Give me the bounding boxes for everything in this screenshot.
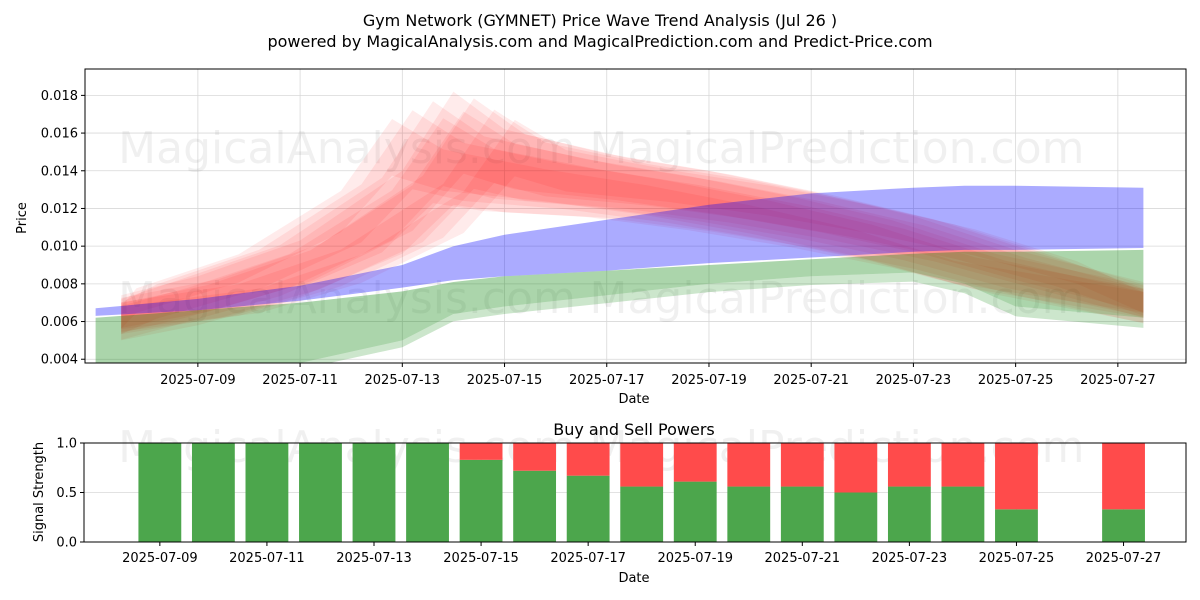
red-wave-band xyxy=(121,91,1144,341)
sell-bar xyxy=(780,443,824,487)
red-wave-band xyxy=(121,110,1144,335)
sell-bar xyxy=(459,443,503,460)
price-xtick-label: 2025-07-27 xyxy=(1080,373,1156,388)
buy-bar xyxy=(352,443,396,542)
green-band-shadow xyxy=(300,272,1144,363)
price-plot-area xyxy=(95,91,1144,363)
signal-xtick-label: 2025-07-21 xyxy=(765,551,841,566)
signal-x-ticks: 2025-07-09 2025-07-11 2025-07-13 2025-07-15… xyxy=(122,542,1161,566)
price-xtick-label: 2025-07-21 xyxy=(773,373,849,388)
sell-bar xyxy=(727,443,771,487)
red-wave-band xyxy=(121,111,1144,328)
signal-chart-title: Buy and Sell Powers xyxy=(553,420,715,439)
sell-bar xyxy=(673,443,717,482)
price-ytick-label: 0.016 xyxy=(41,127,78,142)
red-wave-band xyxy=(121,101,1144,340)
chart-subtitle: powered by MagicalAnalysis.com and Magic… xyxy=(267,32,932,51)
watermark-analysis: MagicalAnalysis.com xyxy=(118,123,576,174)
buy-bar xyxy=(1102,509,1145,542)
buy-bar xyxy=(834,492,878,542)
signal-x-label: Date xyxy=(618,571,649,586)
signal-xtick-label: 2025-07-17 xyxy=(550,551,626,566)
watermark-prediction: MagicalPrediction.com xyxy=(590,123,1085,174)
red-wave-band xyxy=(121,119,1144,329)
buy-bar xyxy=(995,509,1038,542)
red-wave-band xyxy=(121,98,1144,335)
green-band xyxy=(95,249,1144,363)
price-xtick-label: 2025-07-13 xyxy=(365,373,441,388)
buy-bar xyxy=(566,475,610,542)
watermark-analysis-3: MagicalAnalysis.com xyxy=(118,422,576,473)
blue-band xyxy=(95,185,1144,316)
price-ytick-label: 0.018 xyxy=(41,89,78,104)
signal-xtick-label: 2025-07-13 xyxy=(336,551,412,566)
buy-bar xyxy=(406,443,449,542)
sell-bar xyxy=(513,443,557,471)
price-y-label: Price xyxy=(15,202,30,234)
price-xtick-label: 2025-07-19 xyxy=(671,373,747,388)
price-x-ticks: 2025-07-09 2025-07-11 2025-07-13 2025-07-15… xyxy=(160,363,1156,388)
buy-bar xyxy=(138,443,182,542)
price-grid xyxy=(85,69,1186,363)
signal-xtick-label: 2025-07-23 xyxy=(872,551,948,566)
sell-bar xyxy=(620,443,664,487)
signal-y-ticks: 0.0 0.5 1.0 xyxy=(56,437,84,551)
signal-y-label: Signal Strength xyxy=(32,442,47,542)
red-wave-band xyxy=(121,119,1144,330)
buy-bar xyxy=(941,486,985,542)
price-xtick-label: 2025-07-09 xyxy=(160,373,236,388)
buy-bar xyxy=(299,443,342,542)
price-x-label: Date xyxy=(618,392,649,407)
price-ytick-label: 0.008 xyxy=(41,277,78,292)
signal-xtick-label: 2025-07-09 xyxy=(122,551,198,566)
signal-chart: Buy and Sell Powers MagicalAnalysis.com … xyxy=(32,420,1187,586)
buy-bar xyxy=(459,459,503,542)
signal-xtick-label: 2025-07-27 xyxy=(1086,551,1162,566)
sell-bar xyxy=(995,443,1038,510)
price-xtick-label: 2025-07-17 xyxy=(569,373,645,388)
price-xtick-label: 2025-07-25 xyxy=(978,373,1054,388)
price-y-ticks: 0.004 0.006 0.008 0.010 0.012 0.014 0.016 0.018 xyxy=(41,89,85,368)
sell-bar xyxy=(941,443,985,487)
signal-xtick-label: 2025-07-15 xyxy=(443,551,519,566)
chart-title: Gym Network (GYMNET) Price Wave Trend An… xyxy=(363,11,837,30)
price-chart: MagicalAnalysis.com MagicalPrediction.co… xyxy=(15,68,1187,407)
price-ytick-label: 0.010 xyxy=(41,240,78,255)
price-xtick-label: 2025-07-11 xyxy=(262,373,338,388)
buy-bar xyxy=(513,470,557,542)
price-watermarks: MagicalAnalysis.com MagicalPrediction.co… xyxy=(118,123,1084,324)
price-xtick-label: 2025-07-15 xyxy=(467,373,543,388)
buy-bar xyxy=(191,443,235,542)
signal-plot-area xyxy=(138,443,1145,542)
sell-bar xyxy=(834,443,878,493)
buy-bar xyxy=(245,443,289,542)
signal-xtick-label: 2025-07-11 xyxy=(229,551,305,566)
price-ytick-label: 0.014 xyxy=(41,164,78,179)
price-xtick-label: 2025-07-23 xyxy=(876,373,952,388)
watermark-prediction-2: MagicalPrediction.com xyxy=(590,273,1085,324)
buy-bar xyxy=(620,486,664,542)
sell-bar xyxy=(1102,443,1145,510)
buy-bar xyxy=(727,486,771,542)
watermark-analysis-2: MagicalAnalysis.com xyxy=(118,273,576,324)
price-ytick-label: 0.012 xyxy=(41,202,78,217)
price-axes-frame xyxy=(84,68,1187,364)
buy-bar xyxy=(780,486,824,542)
signal-ytick-label: 0.5 xyxy=(56,486,77,501)
signal-xtick-label: 2025-07-25 xyxy=(979,551,1055,566)
sell-bar xyxy=(887,443,931,487)
red-wave-band xyxy=(121,109,1144,332)
buy-bar xyxy=(887,486,931,542)
sell-bar xyxy=(566,443,610,476)
signal-xtick-label: 2025-07-19 xyxy=(657,551,733,566)
price-ytick-label: 0.006 xyxy=(41,315,78,330)
price-ytick-label: 0.004 xyxy=(41,353,78,368)
buy-bar xyxy=(673,481,717,542)
signal-ytick-label: 0.0 xyxy=(56,536,77,551)
signal-ytick-label: 1.0 xyxy=(56,437,77,452)
